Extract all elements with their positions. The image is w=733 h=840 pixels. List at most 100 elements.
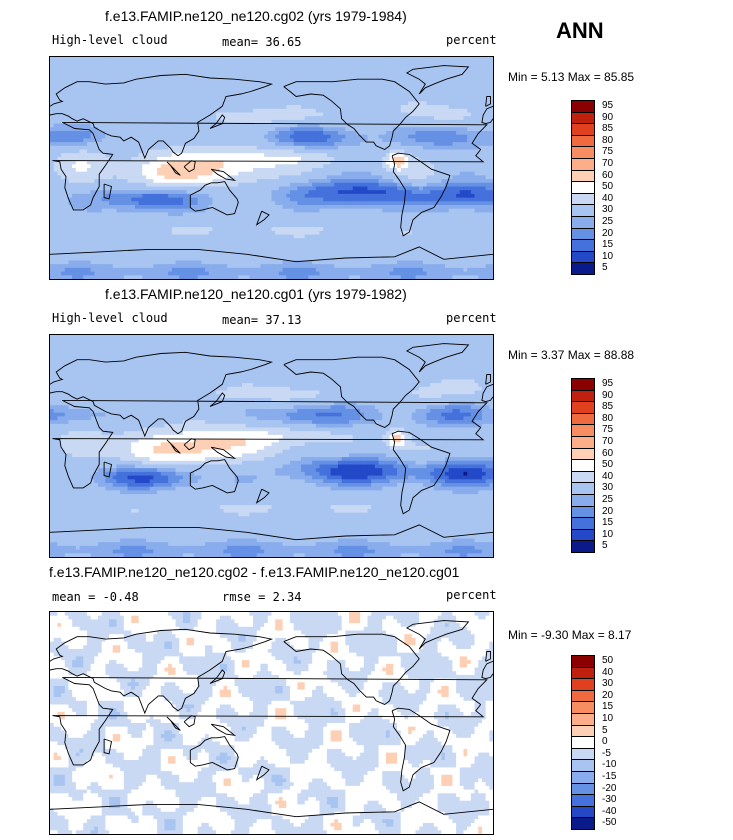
- field-cell: [463, 79, 468, 84]
- field-cell: [485, 82, 490, 88]
- field-cell: [422, 131, 428, 136]
- field-cell: [101, 138, 106, 143]
- field-cell: [463, 94, 468, 99]
- field-cell: [168, 94, 173, 99]
- field-cell: [374, 97, 380, 102]
- field-cell: [334, 108, 339, 114]
- field-cell: [360, 116, 365, 121]
- field-cell: [112, 82, 118, 88]
- field-cell: [57, 57, 62, 62]
- field-cell: [160, 208, 166, 213]
- field-cell: [245, 145, 250, 151]
- field-cell: [275, 112, 280, 117]
- field-cell: [393, 71, 398, 77]
- field-cell: [145, 101, 151, 106]
- field-cell: [138, 79, 143, 84]
- field-cell: [138, 160, 143, 165]
- field-cell: [157, 145, 162, 151]
- field-cell: [481, 79, 487, 84]
- field-cell: [430, 112, 435, 117]
- field-cell: [326, 97, 332, 102]
- field-cell: [164, 131, 169, 136]
- field-cell: [326, 168, 332, 173]
- field-cell: [160, 79, 166, 84]
- field-cell: [271, 153, 276, 158]
- field-cell: [234, 201, 239, 206]
- field-cell: [459, 108, 465, 114]
- field-cell: [275, 82, 280, 88]
- field-cell: [393, 79, 398, 84]
- field-cell: [123, 112, 129, 117]
- field-cell: [142, 123, 147, 128]
- field-cell: [445, 108, 450, 114]
- field-cell: [463, 82, 468, 88]
- field-cell: [411, 97, 417, 102]
- field-cell: [437, 175, 442, 180]
- field-cell: [286, 94, 291, 99]
- field-cell: [120, 64, 125, 69]
- field-cell: [437, 160, 442, 165]
- field-cell: [445, 127, 450, 132]
- field-cell: [352, 179, 358, 184]
- field-cell: [94, 105, 99, 110]
- field-cell: [245, 168, 250, 173]
- field-cell: [72, 208, 77, 213]
- field-cell: [356, 201, 361, 206]
- field-cell: [308, 108, 313, 114]
- field-cell: [326, 134, 332, 139]
- field-cell: [459, 201, 465, 206]
- field-cell: [271, 101, 276, 106]
- field-cell: [105, 134, 110, 139]
- field-cell: [223, 156, 228, 162]
- field-cell: [149, 94, 154, 99]
- field-cell: [323, 119, 328, 125]
- field-cell: [397, 168, 402, 173]
- field-cell: [256, 164, 262, 169]
- field-cell: [230, 112, 236, 117]
- field-cell: [404, 149, 409, 154]
- field-cell: [422, 108, 428, 114]
- field-cell: [467, 186, 472, 191]
- field-cell: [223, 79, 228, 84]
- field-cell: [131, 75, 136, 80]
- field-cell: [75, 208, 81, 213]
- field-cell: [267, 57, 273, 62]
- field-cell: [182, 60, 188, 65]
- field-cell: [478, 179, 483, 184]
- field-cell: [301, 138, 306, 143]
- field-cell: [330, 182, 335, 188]
- field-cell: [197, 156, 202, 162]
- field-cell: [193, 175, 199, 180]
- field-cell: [264, 171, 269, 176]
- field-cell: [301, 179, 306, 184]
- field-cell: [345, 149, 350, 154]
- field-cell: [53, 168, 58, 173]
- field-cell: [197, 193, 202, 199]
- field-cell: [282, 179, 287, 184]
- field-cell: [459, 57, 465, 62]
- field-cell: [227, 149, 232, 154]
- field-cell: [120, 153, 125, 158]
- field-cell: [97, 112, 103, 117]
- field-cell: [230, 186, 236, 191]
- field-cell: [153, 64, 158, 69]
- field-cell: [168, 127, 173, 132]
- field-cell: [371, 175, 376, 180]
- field-cell: [245, 123, 250, 128]
- field-cell: [415, 123, 420, 128]
- field-cell: [422, 171, 428, 176]
- field-cell: [323, 57, 328, 62]
- field-cell: [452, 201, 457, 206]
- field-cell: [393, 182, 398, 188]
- field-cell: [79, 164, 84, 169]
- field-cell: [94, 97, 99, 102]
- field-cell: [190, 68, 195, 73]
- field-cell: [145, 197, 151, 202]
- field-cell: [72, 116, 77, 121]
- field-cell: [293, 119, 298, 125]
- field-cell: [489, 86, 493, 91]
- field-cell: [190, 82, 195, 88]
- field-cell: [308, 160, 313, 165]
- field-cell: [223, 60, 228, 65]
- field-cell: [109, 149, 114, 154]
